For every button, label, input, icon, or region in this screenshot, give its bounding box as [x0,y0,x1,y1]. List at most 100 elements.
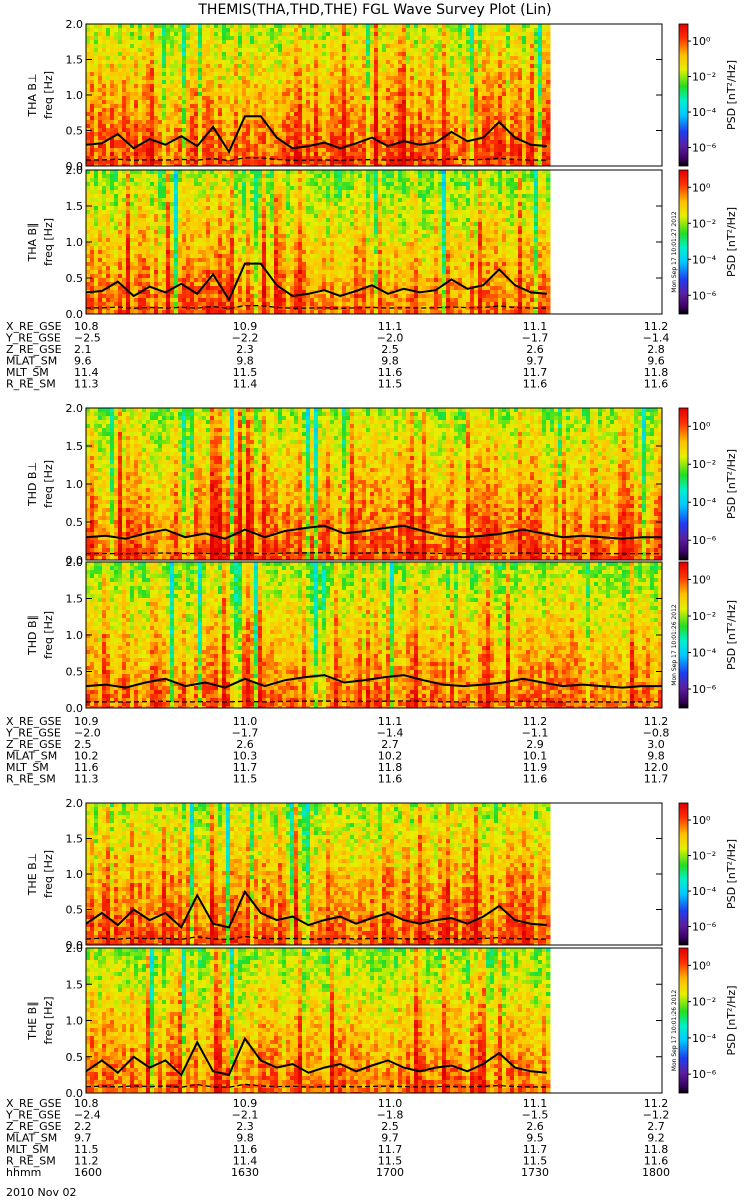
ephemeris-value: 2.9 [526,738,544,751]
colorbar-tick-label: 10⁻⁶ [692,1068,717,1081]
ephemeris-value: 9.6 [74,355,92,368]
spectrogram-panel: 0.0 0.5 1.0 1.5 2.0 THE B∥ freq [Hz] 10⁰ 10⁻² 10⁻… [26,942,738,1100]
ephemeris-value: −0.8 [643,727,670,740]
y-tick-label: 0.0 [66,702,84,715]
frequency-line-dashed [85,552,662,555]
spectrogram-panel: 0.0 0.5 1.0 1.5 2.0 THD B∥ freq [Hz] 10⁰ 10⁻² 10⁻… [26,556,738,715]
y-tick-label: 2.0 [66,797,84,810]
colorbar: 10⁰ 10⁻² 10⁻⁴ 10⁻⁶ PSD [nT²/Hz] Mon Sep 17 10… [671,169,738,315]
colorbar: 10⁰ 10⁻² 10⁻⁴ 10⁻⁶ PSD [nT²/Hz] Mon Sep 17 10… [671,561,738,709]
ephemeris-value: 11.5 [523,1155,548,1168]
y-tick-label: 2.0 [66,18,84,31]
panel-ylabel: THA B⊥ [26,73,39,117]
y-tick-label: 0.0 [66,308,84,321]
ephemeris-value: 11.7 [523,366,548,379]
y-tick-label: 0.5 [66,125,84,138]
ephemeris-value: 2.1 [74,343,92,356]
ephemeris-row-label: X_RE_GSE [6,320,62,333]
panel-yunit: freq [Hz] [42,611,55,659]
ephemeris-value: 9.8 [236,1132,254,1145]
ephemeris-value: 10.9 [233,320,258,333]
frequency-line-solid [85,262,547,302]
colorbar-gradient [678,947,689,1094]
ephemeris-value: 11.8 [644,1143,669,1156]
spectrogram-heatmap [86,24,551,166]
frequency-line-dashed [85,935,547,940]
colorbar-tick-label: 10⁰ [692,35,711,48]
ephemeris-value: 2.3 [236,343,254,356]
ephemeris-value: 11.8 [378,761,403,774]
render-timestamp: Mon Sep 17 10:01:26 2012 [671,990,678,1072]
ephemeris-value: 9.5 [526,1132,544,1145]
colorbar-tick-label: 10⁻⁶ [692,142,717,155]
y-tick-label: 1.0 [66,478,84,491]
colorbar-tick-label: 10⁻⁶ [692,921,717,934]
ephemeris-row-label: Z_RE_GSE [6,1120,62,1133]
ephemeris-row-label: R_RE_SM [6,1155,56,1168]
ephemeris-value: 9.7 [381,1132,399,1145]
colorbar-tick-label: 10⁻⁶ [692,289,717,302]
ephemeris-row-label: Z_RE_GSE [6,738,62,751]
colorbar: 10⁰ 10⁻² 10⁻⁴ 10⁻⁶ PSD [nT²/Hz] [678,23,738,167]
ephemeris-value: 10.2 [74,750,99,763]
ephemeris-row-label: X_RE_GSE [6,715,62,728]
spectrogram-heatmap [86,803,551,945]
y-tick-label: 1.0 [66,629,84,642]
ephemeris-value: −2.1 [232,1109,259,1122]
y-tick-label: 1.5 [66,978,84,991]
ephemeris-value: 10.2 [378,750,403,763]
ephemeris-value: 11.0 [378,1097,403,1110]
colorbar-tick-label: 10⁰ [692,574,711,587]
y-tick-label: 1.5 [66,440,84,453]
y-tick-label: 1.0 [66,89,84,102]
colorbar-tick-label: 10⁻² [692,217,716,230]
spectrogram-panel: 0.0 0.5 1.0 1.5 2.0 THA B⊥ freq [Hz] 10⁰ 10⁻² 10⁻… [26,18,738,173]
ephemeris-value: 2.2 [74,1120,92,1133]
ephemeris-value: 2.6 [526,343,544,356]
ephemeris-value: −1.7 [522,332,549,345]
ephemeris-value: 11.6 [523,378,548,391]
colorbar-gradient [678,169,689,315]
y-tick-label: 0.0 [66,160,84,173]
y-tick-label: 2.0 [66,556,84,569]
ephemeris-value: 11.7 [233,761,258,774]
y-tick-label: 1.0 [66,1015,84,1028]
panel-ylabel: THA B∥ [26,222,39,262]
spectrogram-panel: 0.0 0.5 1.0 1.5 2.0 THA B∥ freq [Hz] 10⁰ 10⁻² 10⁻… [26,164,738,321]
frequency-line-dashed [85,157,547,162]
ephemeris-value: 11.6 [233,1143,258,1156]
frequency-line-solid [85,524,662,540]
ephemeris-value: 3.0 [647,738,665,751]
colorbar-label: PSD [nT²/Hz] [725,985,738,1055]
ephemeris-value: 11.2 [644,320,669,333]
colorbar-gradient [678,561,689,709]
ephemeris-value: 11.0 [233,715,258,728]
ephemeris-value: 11.6 [644,1155,669,1168]
ephemeris-value: −2.5 [74,332,101,345]
colorbar-tick-label: 10⁻⁴ [692,885,717,898]
ephemeris-value: 11.1 [523,320,548,333]
ephemeris-row-label: MLAT_SM [6,750,57,763]
ephemeris-value: 11.4 [74,366,99,379]
ephemeris-row-label: MLAT_SM [6,1132,57,1145]
colorbar-tick-label: 10⁻² [692,71,716,84]
date-label: 2010 Nov 02 [6,1186,76,1199]
frequency-line-solid [85,1036,547,1077]
panel-ylabel: THE B⊥ [26,853,39,897]
ephemeris-value: −2.0 [377,332,404,345]
ephemeris-row-label: hhmm [6,1166,41,1179]
ephemeris-value: 11.4 [233,378,258,391]
ephemeris-value: 1800 [642,1166,670,1179]
ephemeris-value: −1.4 [377,727,404,740]
spectrogram-heatmap [86,170,551,314]
ephemeris-row-label: Y_RE_GSE [5,332,61,345]
colorbar-tick-label: 10⁻⁶ [692,534,717,547]
colorbar-tick-label: 10⁻² [692,610,716,623]
ephemeris-value: 1600 [74,1166,102,1179]
ephemeris-value: 2.6 [236,738,254,751]
y-tick-label: 0.5 [66,516,84,529]
spectrogram-panel: 0.0 0.5 1.0 1.5 2.0 THD B⊥ freq [Hz] 10⁰ 10⁻² 10⁻… [26,402,738,567]
